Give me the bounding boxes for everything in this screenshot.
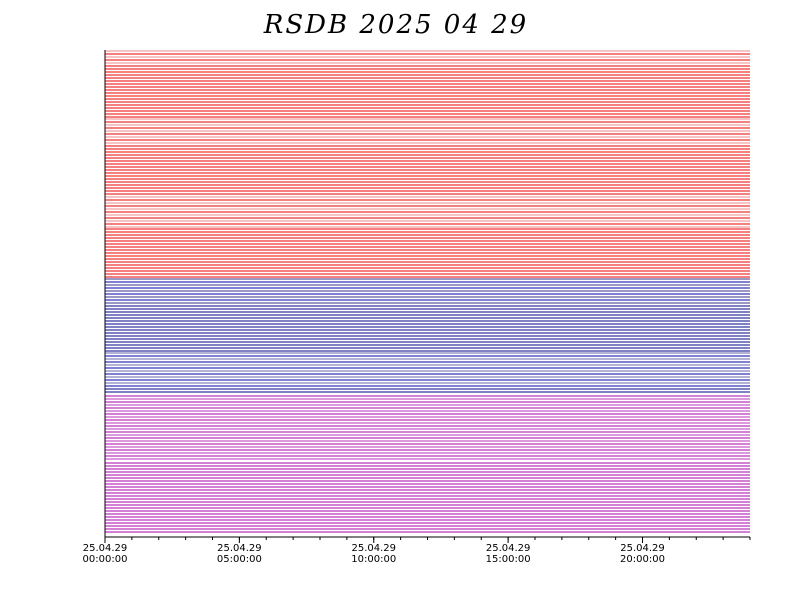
x-tick-label: 25.04.29 05:00:00 (216, 543, 262, 565)
x-tick-label: 25.04.29 10:00:00 (351, 543, 397, 565)
x-tick-label: 25.04.29 20:00:00 (620, 543, 665, 565)
chart-title: RSDB 2025 04 29 (263, 10, 529, 40)
x-tick-label: 25.04.29 15:00:00 (485, 543, 531, 565)
x-tick-label: 25.04.29 00:00:00 (82, 543, 128, 565)
